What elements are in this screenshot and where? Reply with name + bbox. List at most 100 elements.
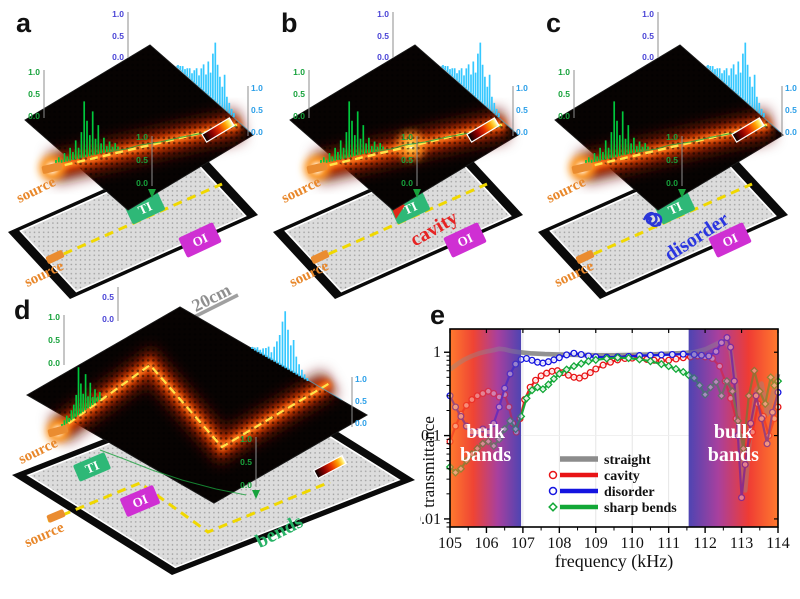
tick: 0.0 [48,358,60,368]
panel-letter-a: a [16,8,32,38]
colorbar [466,117,500,143]
marker-circle [563,351,571,359]
axis-mid: 1.0 0.5 0.0 [136,132,156,198]
colorbar [731,117,765,143]
y-tick-label: 0.01 [420,511,441,528]
panel-e-chart: e transmittance frequency (kHz) bulk band… [420,300,790,572]
arrow-down-icon [148,189,156,198]
marker-circle [668,350,676,359]
tick: 1.0 [112,9,124,19]
tick: 0.5 [377,31,389,41]
marker-diamond [671,364,681,374]
marker-circle [599,361,607,369]
source-transducer-map [41,162,63,174]
source-transducer-map [47,424,69,438]
tick: 1.0 [666,132,678,142]
marker-diamond [538,384,548,394]
axis-right: 1.0 0.5 0.0 [781,83,797,137]
output-spectrum-bars [442,42,500,117]
marker-diamond [533,383,542,392]
axis-left: 1.0 0.5 0.0 [558,67,575,121]
panel-letter-b: b [281,8,298,38]
panel-b: b TI OI source cavity [273,8,528,299]
input-spectrum-bars [61,367,101,427]
tick: 0.0 [136,178,148,188]
marker-diamond [555,369,564,379]
tick: 0.5 [642,31,654,41]
y-tick-label: 0.1 [421,428,441,445]
waveguide-path [47,480,331,534]
marker-diamond [624,353,633,363]
output-spectrum-baseline [440,65,516,133]
arrow-down-icon [252,490,260,499]
tick: 1.0 [240,434,252,444]
axes: 105 106 107 108 109 110 111 112 113 114 1 0.1 0.01 [420,328,790,552]
input-spectrum-bars [320,101,384,164]
legend-marker-cavity [548,470,558,480]
tick: 0.0 [401,178,413,188]
tick: 1.0 [355,374,367,384]
marker-circle [679,350,687,358]
scalebar: 20cm [188,285,239,320]
tick: 0.5 [666,155,678,165]
source-label-map: source [279,174,324,207]
tick: 1.0 [785,83,797,93]
output-spectrum-bars [707,42,765,117]
legend-label-disorder: disorder [604,485,655,500]
tick: 1.0 [401,132,413,142]
tick: 0.5 [240,457,252,467]
x-tick-label: 107 [511,535,535,552]
waveguide-dash [57,363,331,449]
x-tick-label: 108 [547,535,571,552]
tick: 0.0 [785,127,797,137]
tick: 0.0 [666,178,678,188]
honeycomb-texture [25,45,253,210]
disorder-dot [647,216,653,222]
arrow-down-icon [413,189,421,198]
tick: 1.0 [516,83,528,93]
field-map: source [16,306,369,504]
axis-left: 1.0 0.5 0.0 [28,67,45,121]
tick: 0.5 [48,335,60,345]
tick: 1.0 [136,132,148,142]
oi-label-box: OI [708,222,752,258]
marker-diamond [664,361,673,371]
bulk-bands-label: bulk bands [708,421,759,466]
source-transducer [46,509,66,523]
source-transducer [575,250,595,264]
tick: 1.0 [293,67,305,77]
x-tick-label: 113 [730,535,753,552]
x-tick-label: 110 [621,535,644,552]
panel-c: c TI OI source disorder [538,8,797,299]
marker-diamond [569,361,579,371]
marker-diamond [576,359,586,368]
source-transducer-map [571,162,593,174]
bulk-band-region-overlay [450,329,522,527]
marker-circle [592,365,600,373]
marker-circle [586,369,594,377]
tick: 0.0 [377,52,389,62]
source-label-photo: source [22,519,67,551]
tick: 0.5 [102,292,114,302]
lattice-photo: TI OI source cavity [273,148,523,299]
tick: 1.0 [377,9,389,19]
tick: 1.0 [642,9,654,19]
input-spectrum-bars [55,101,119,164]
tick: 0.5 [785,105,797,115]
oi-label: OI [130,491,150,511]
output-spectrum-baseline [175,65,251,133]
bulk-bands-label: bulk bands [460,421,511,466]
marker-circle [570,373,578,381]
marker-diamond [544,380,553,389]
legend-label-straight: straight [604,453,651,468]
marker-diamond [562,365,571,374]
marker-circle [577,350,585,359]
axis-left: 1.0 0.5 0.0 [293,67,310,121]
axis-mid: 1.0 0.5 0.0 [240,434,260,499]
tick: 0.5 [355,396,367,406]
output-spectrum-baseline [705,65,781,133]
marker-diamond [522,394,531,403]
axis-mid: 1.0 0.5 0.0 [401,132,421,198]
marker-diamond [527,386,537,395]
tick: 0.0 [642,52,654,62]
